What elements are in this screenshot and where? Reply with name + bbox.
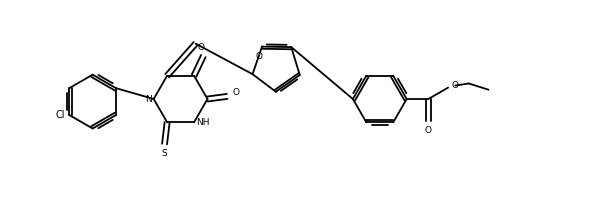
Text: O: O bbox=[451, 81, 458, 90]
Text: O: O bbox=[256, 52, 263, 61]
Text: O: O bbox=[425, 126, 432, 135]
Text: N: N bbox=[145, 94, 151, 104]
Text: S: S bbox=[162, 149, 168, 158]
Text: NH: NH bbox=[196, 118, 210, 127]
Text: O: O bbox=[198, 43, 205, 52]
Text: O: O bbox=[232, 88, 239, 97]
Text: Cl: Cl bbox=[56, 110, 65, 120]
